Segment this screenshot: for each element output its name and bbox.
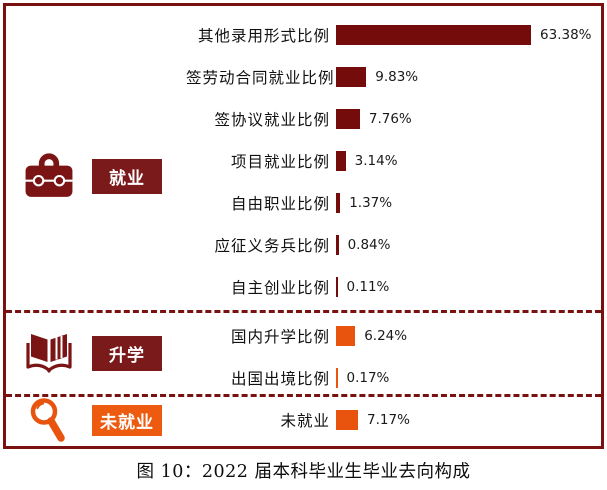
category-label-unemployed: 未就业 — [92, 404, 162, 436]
bar — [336, 25, 532, 45]
chart-row: 自主创业比例 0.11% — [186, 266, 601, 308]
bar-value: 3.14% — [354, 153, 398, 169]
bar-label: 项目就业比例 — [230, 153, 330, 171]
bar-label: 国内升学比例 — [230, 328, 330, 346]
section-further-study: 升学 国内升学比例 6.24% 出国出境比例 0.17% — [6, 310, 601, 394]
category-label-employment: 就业 — [92, 158, 162, 194]
bar-label: 未就业 — [280, 412, 330, 430]
open-book-icon — [25, 331, 73, 377]
chart-row: 应征义务兵比例 0.84% — [186, 224, 601, 266]
bar-label: 签劳动合同就业比例 — [186, 69, 335, 87]
magnifier-icon — [26, 397, 72, 443]
section-employment: 就业 其他录用形式比例 63.38% 签劳动合同就业比例 9.83% 签协议就业比例 7.… — [6, 6, 601, 310]
bar-value: 7.17% — [367, 412, 410, 428]
section-further-study-label-col: 升学 — [92, 313, 186, 394]
bar — [336, 326, 356, 346]
section-unemployed-label-col: 未就业 — [92, 397, 186, 443]
bar — [336, 410, 359, 430]
section-further-study-icon-col — [6, 313, 92, 394]
chart-row: 出国出境比例 0.17% — [186, 357, 601, 399]
section-unemployed: 未就业 未就业 7.17% — [6, 394, 601, 443]
bar — [336, 151, 346, 171]
section-employment-rows: 其他录用形式比例 63.38% 签劳动合同就业比例 9.83% 签协议就业比例 7.76%… — [186, 6, 601, 310]
chart-row: 其他录用形式比例 63.38% — [186, 14, 601, 56]
section-unemployed-rows: 未就业 7.17% — [186, 397, 601, 443]
bar-label: 出国出境比例 — [230, 370, 330, 388]
chart-border-box: 就业 其他录用形式比例 63.38% 签劳动合同就业比例 9.83% 签协议就业比例 7.… — [3, 3, 604, 449]
bar-value: 7.76% — [368, 111, 412, 127]
bar — [336, 235, 339, 255]
bar-value: 0.17% — [346, 370, 390, 386]
bar-label: 自主创业比例 — [230, 279, 330, 297]
briefcase-icon — [24, 151, 74, 201]
bar — [336, 193, 341, 213]
chart-row: 未就业 7.17% — [186, 397, 601, 443]
chart-row: 签劳动合同就业比例 9.83% — [186, 56, 601, 98]
section-employment-label-col: 就业 — [92, 6, 186, 310]
chart-row: 项目就业比例 3.14% — [186, 140, 601, 182]
bar-value: 1.37% — [349, 195, 393, 211]
section-unemployed-icon-col — [6, 397, 92, 443]
section-employment-icon-col — [6, 6, 92, 310]
chart-row: 签协议就业比例 7.76% — [186, 98, 601, 140]
bar-value: 63.38% — [540, 27, 592, 43]
bar — [336, 109, 360, 129]
figure-caption: 图 10：2022 届本科毕业生毕业去向构成 — [136, 462, 471, 482]
bar-label: 其他录用形式比例 — [197, 27, 330, 45]
bar-value: 0.11% — [346, 279, 390, 295]
bar-label: 自由职业比例 — [230, 195, 330, 213]
bar-label: 应征义务兵比例 — [214, 237, 330, 255]
bar — [336, 67, 367, 87]
category-label-further-study: 升学 — [92, 336, 162, 371]
chart-row: 国内升学比例 6.24% — [186, 315, 601, 357]
bar — [336, 368, 338, 388]
bar-value: 9.83% — [375, 69, 419, 85]
section-further-study-rows: 国内升学比例 6.24% 出国出境比例 0.17% — [186, 313, 601, 394]
bar-label: 签协议就业比例 — [214, 111, 330, 129]
bar-value: 6.24% — [364, 328, 408, 344]
bar-value: 0.84% — [347, 237, 391, 253]
bar — [336, 277, 338, 297]
chart-row: 自由职业比例 1.37% — [186, 182, 601, 224]
